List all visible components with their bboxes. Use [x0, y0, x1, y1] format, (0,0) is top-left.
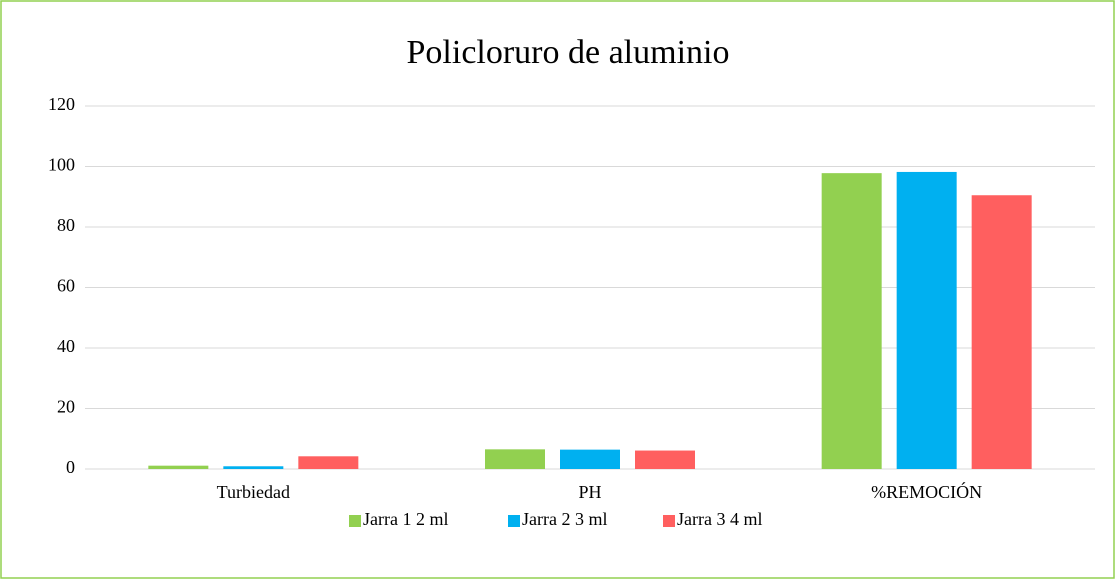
bar — [635, 450, 695, 469]
chart-title: Policloruro de aluminio — [407, 34, 730, 71]
legend-label: Jarra 2 3 ml — [522, 509, 607, 529]
x-tick-label: PH — [578, 482, 601, 502]
bar — [971, 195, 1032, 470]
y-tick-label: 80 — [57, 215, 75, 235]
legend-label: Jarra 1 2 ml — [363, 509, 448, 529]
bar — [223, 466, 284, 469]
y-tick-label: 120 — [48, 94, 75, 114]
y-tick-label: 40 — [57, 336, 75, 356]
y-tick-label: 100 — [48, 155, 75, 175]
bar — [560, 449, 620, 469]
bar — [298, 456, 359, 469]
legend-swatch — [349, 515, 361, 527]
legend-swatch — [508, 515, 520, 527]
bar — [821, 173, 882, 469]
x-tick-label: %REMOCIÓN — [871, 481, 982, 502]
legend-label: Jarra 3 4 ml — [677, 509, 762, 529]
y-tick-label: 0 — [66, 457, 75, 477]
bar — [896, 171, 957, 469]
bar — [148, 465, 209, 469]
x-tick-label: Turbiedad — [217, 482, 290, 502]
legend-swatch — [663, 515, 675, 527]
y-tick-label: 20 — [57, 397, 75, 417]
bar — [485, 449, 545, 469]
y-tick-label: 60 — [57, 276, 75, 296]
